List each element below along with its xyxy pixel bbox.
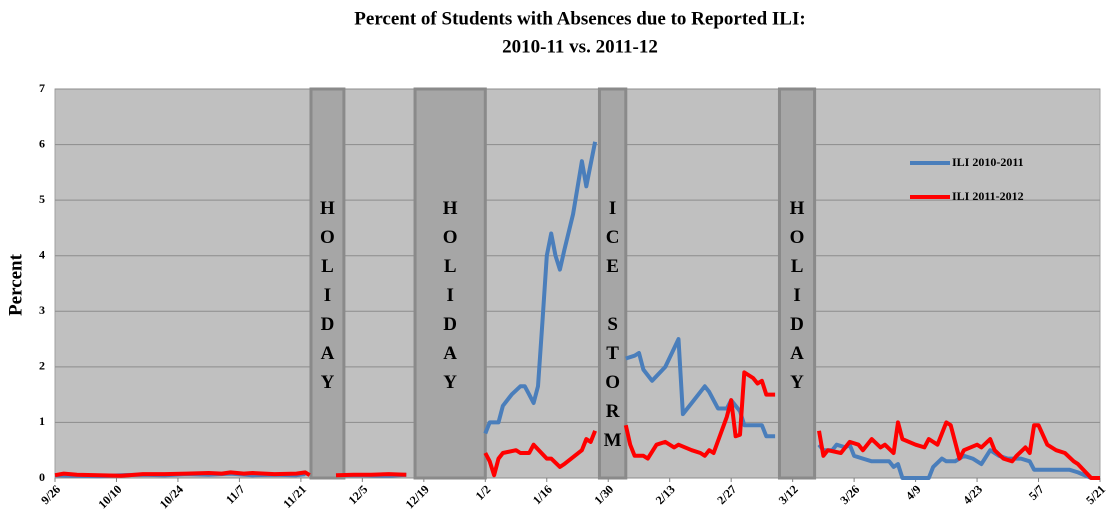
- x-tick-label: 5/7: [1026, 482, 1047, 503]
- annotation-band: [597, 87, 628, 480]
- y-tick-label: 3: [39, 303, 45, 317]
- x-tick-label: 1/2: [473, 482, 494, 503]
- y-tick-label: 4: [39, 247, 45, 261]
- x-tick-label: 2/13: [653, 482, 678, 507]
- plot-area: [54, 88, 1101, 479]
- x-tick-label: 12/5: [345, 482, 370, 507]
- y-tick-label: 1: [39, 414, 45, 428]
- annotation-band: [413, 87, 487, 480]
- y-tick-label: 0: [39, 470, 45, 484]
- chart-subtitle: 2010-11 vs. 2011-12: [502, 36, 658, 57]
- x-tick-label: 1/30: [591, 482, 616, 507]
- y-tick-label: 7: [39, 81, 45, 95]
- x-tick-label: 3/12: [776, 482, 801, 507]
- legend-label: ILI 2011-2012: [952, 189, 1024, 203]
- x-tick-label: 12/19: [403, 482, 432, 511]
- annotation-band: [309, 87, 346, 480]
- x-tick-label: 4/9: [903, 482, 924, 503]
- x-tick-label: 5/21: [1083, 482, 1106, 507]
- x-tick-label: 10/10: [95, 482, 124, 511]
- x-tick-label: 10/24: [157, 482, 186, 511]
- y-tick-label: 6: [39, 136, 45, 150]
- y-axis-label: Percent: [5, 253, 26, 316]
- x-tick-label: 11/7: [223, 482, 248, 507]
- chart-title: Percent of Students with Absences due to…: [354, 8, 805, 29]
- series-line: [54, 370, 1100, 480]
- x-tick-label: 9/26: [38, 482, 63, 507]
- x-tick-label: 4/23: [960, 482, 985, 507]
- x-tick-label: 2/27: [714, 482, 739, 507]
- y-tick-label: 2: [39, 359, 45, 373]
- x-tick-label: 11/21: [280, 482, 309, 511]
- y-tick-label: 5: [39, 192, 45, 206]
- annotation-band: [777, 87, 817, 480]
- x-tick-label: 3/26: [837, 482, 862, 507]
- legend-label: ILI 2010-2011: [952, 155, 1024, 169]
- x-tick-label: 1/16: [530, 482, 555, 507]
